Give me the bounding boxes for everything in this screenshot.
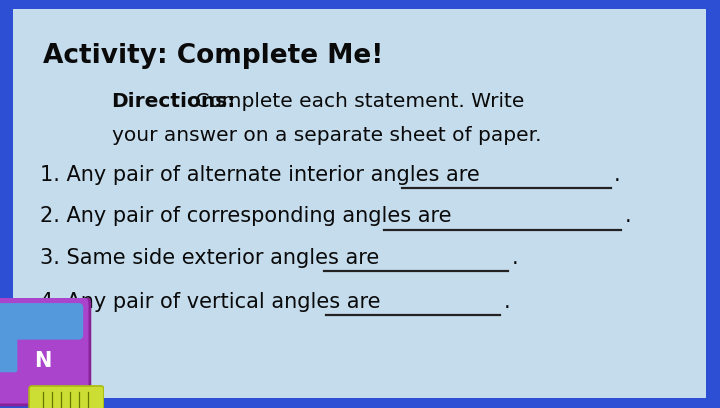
Text: .: . bbox=[503, 292, 510, 312]
FancyBboxPatch shape bbox=[13, 9, 706, 398]
Text: 3. Same side exterior angles are: 3. Same side exterior angles are bbox=[40, 248, 379, 268]
Text: 4. Any pair of vertical angles are: 4. Any pair of vertical angles are bbox=[40, 292, 380, 312]
Text: 2. Any pair of corresponding angles are: 2. Any pair of corresponding angles are bbox=[40, 206, 451, 226]
Text: Complete each statement. Write: Complete each statement. Write bbox=[189, 92, 524, 111]
Text: 1. Any pair of alternate interior angles are: 1. Any pair of alternate interior angles… bbox=[40, 165, 480, 185]
Text: .: . bbox=[625, 206, 631, 226]
Text: your answer on a separate sheet of paper.: your answer on a separate sheet of paper… bbox=[112, 126, 541, 146]
Text: Directions:: Directions: bbox=[112, 92, 236, 111]
Text: Activity: Complete Me!: Activity: Complete Me! bbox=[43, 43, 384, 69]
Text: .: . bbox=[512, 248, 518, 268]
Text: .: . bbox=[614, 165, 621, 185]
